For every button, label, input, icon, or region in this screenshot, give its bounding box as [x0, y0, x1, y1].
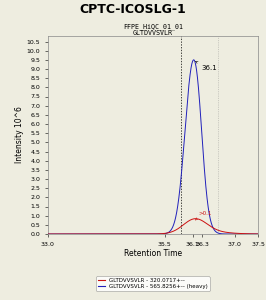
Text: 36.1: 36.1 — [196, 61, 217, 71]
Y-axis label: Intensity 10^6: Intensity 10^6 — [15, 106, 24, 164]
Text: GLTDVVSVLR: GLTDVVSVLR — [133, 30, 173, 36]
Text: CPTC-ICOSLG-1: CPTC-ICOSLG-1 — [80, 3, 186, 16]
Legend: GLTDVVSVLR - 320.0717+--, GLTDVVSVLR - 565.8256+-- (heavy): GLTDVVSVLR - 320.0717+--, GLTDVVSVLR - 5… — [96, 277, 210, 291]
X-axis label: Retention Time: Retention Time — [124, 249, 182, 258]
Text: FFPE_HiQC_01_01: FFPE_HiQC_01_01 — [123, 23, 183, 30]
Text: >0.1: >0.1 — [195, 211, 212, 220]
